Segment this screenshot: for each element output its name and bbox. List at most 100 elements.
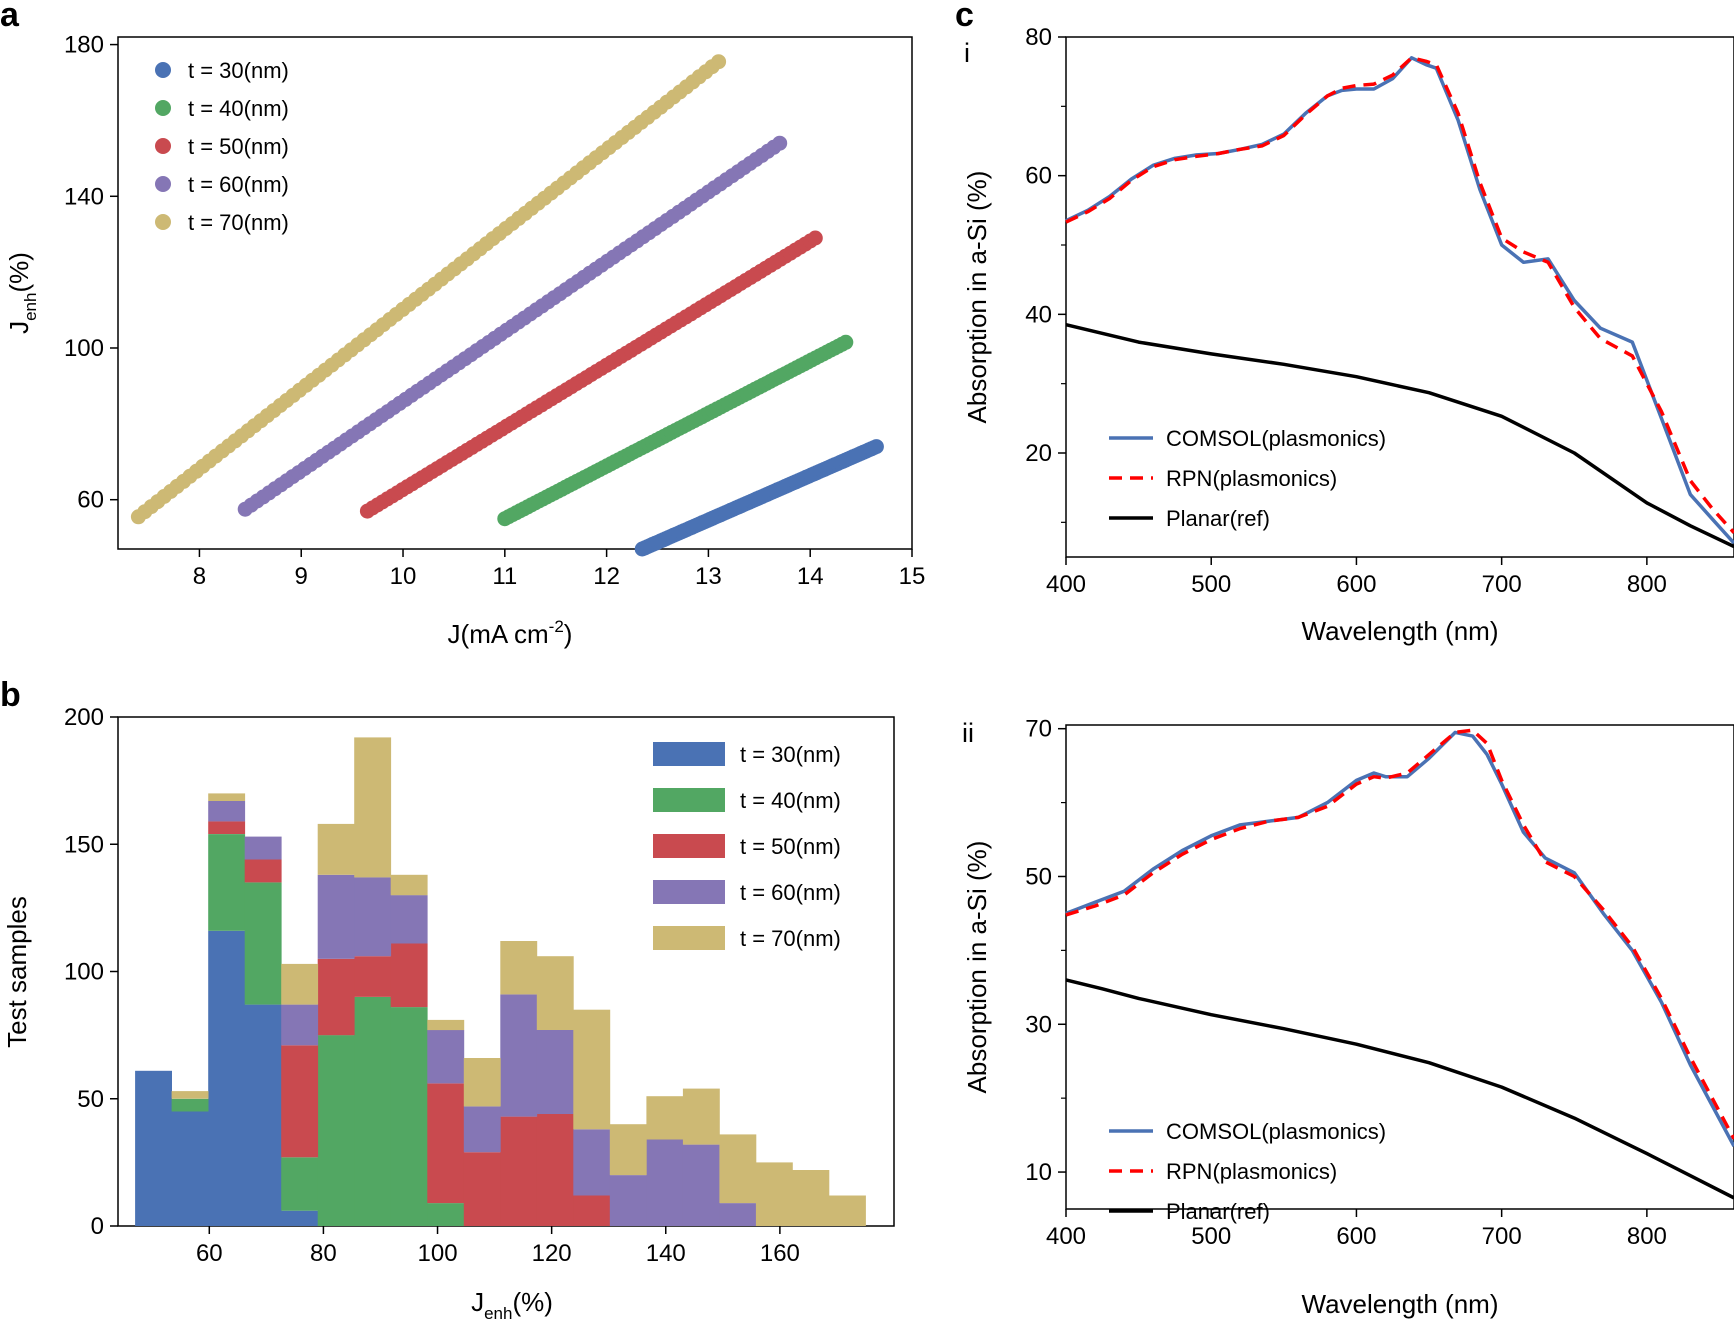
histogram-bar [500,994,538,1117]
scatter-xtick-label: 14 [797,563,824,590]
absorption-i-xtick-label: 800 [1627,571,1667,598]
histogram-series-4 [208,801,757,1226]
histogram-bar [682,1144,720,1226]
scatter-xtick-label: 11 [492,563,517,590]
legend-swatch [653,834,725,858]
absorption-i-frame [1065,36,1734,558]
histogram-bar [208,821,246,834]
histogram-series-1 [135,930,319,1226]
histogram-bar [244,1004,282,1226]
absorption-ii-xtick-label: 400 [1046,1223,1086,1250]
histogram-bar [354,997,392,1226]
scatter-xtick-label: 13 [695,563,722,590]
scatter-series-1 [634,439,884,557]
legend-label: t = 60(nm) [188,172,289,197]
histogram-bar [390,874,428,896]
absorption-ii-ytick-label: 10 [1025,1159,1052,1186]
histogram-bar [208,930,246,1226]
absorption-i-y-axis-label: Absorption in a-Si (%) [962,171,992,424]
legend-label: t = 70(nm) [188,210,289,235]
histogram-bar [536,1030,574,1114]
absorption-ii-ytick-label: 50 [1025,863,1052,890]
scatter-series-3 [359,230,823,519]
scatter-xtick-label: 15 [899,563,926,590]
histogram-bar [719,1134,757,1204]
absorption-ii-x-axis-label: Wavelength (nm) [1302,1289,1499,1319]
histogram-bar [463,1152,501,1226]
absorption-i-ytick-label: 80 [1025,24,1052,51]
panel-label-a: a [0,0,20,34]
scatter-point [711,54,727,70]
absorption-ii-series-3 [1065,978,1734,1200]
histogram-bar [427,1203,465,1226]
histogram-bar [427,1019,465,1031]
histogram-bar [427,1083,465,1204]
histogram-bar [609,1175,647,1226]
scatter-xtick-label: 12 [593,563,620,590]
histogram-bar [682,1088,720,1145]
legend-label: t = 30(nm) [740,742,841,767]
legend-label: t = 60(nm) [740,880,841,905]
absorption-ii-y-axis-label: Absorption in a-Si (%) [962,841,992,1094]
scatter-point [868,439,884,455]
absorption-ii-ytick-label: 30 [1025,1011,1052,1038]
legend-label: t = 40(nm) [188,96,289,121]
histogram-bar [317,958,355,1036]
legend-label: RPN(plasmonics) [1166,466,1337,491]
histogram-bar [135,1070,172,1226]
histogram-bar [281,963,319,1005]
histogram-series-5 [171,737,866,1226]
histogram-ytick-label: 0 [91,1213,104,1240]
histogram-bar [646,1139,684,1226]
panel-label-c-i: i [964,38,970,68]
legend-label: Planar(ref) [1166,1199,1270,1224]
absorption-ii-xtick-label: 800 [1627,1223,1667,1250]
histogram-bar [536,956,574,1030]
histogram-series-3 [208,821,611,1226]
histogram-bar [208,834,246,931]
scatter-y-axis-label: Jenh(%) [4,252,40,334]
absorption-ii-series-1 [1065,730,1734,1148]
absorption-i-x-axis-label: Wavelength (nm) [1302,616,1499,646]
histogram-bar [317,823,355,875]
histogram-bar [609,1124,647,1176]
panel-label-b: b [0,676,21,714]
histogram-x-axis-label: Jenh(%) [471,1287,553,1323]
legend-marker [155,100,171,116]
legend-marker [155,138,171,154]
absorption-i-xtick-label: 500 [1191,571,1231,598]
histogram-bar [390,943,428,1008]
histogram-bar [463,1106,501,1153]
legend-marker [155,62,171,78]
histogram-bar [171,1091,209,1099]
histogram-bar [171,1098,209,1112]
legend-label: COMSOL(plasmonics) [1166,1119,1386,1144]
histogram-bar [792,1170,830,1226]
histogram-xtick-label: 160 [760,1240,800,1267]
absorption-i-ytick-label: 60 [1025,163,1052,190]
histogram-bar [244,836,282,860]
histogram-bar [317,1035,355,1226]
absorption-i-ytick-label: 20 [1025,440,1052,467]
histogram-series-2 [171,834,465,1226]
legend-swatch [653,742,725,766]
legend-label: t = 30(nm) [188,58,289,83]
histogram-bar [390,895,428,944]
scatter-ytick-label: 140 [64,183,104,210]
histogram-bar [354,737,392,878]
legend-label: COMSOL(plasmonics) [1166,426,1386,451]
histogram-ytick-label: 50 [77,1086,104,1113]
histogram-xtick-label: 60 [196,1240,223,1267]
scatter-point [838,334,854,350]
legend-marker [155,214,171,230]
panel-label-c-ii: ii [962,718,974,748]
absorption-i-series-2 [1065,56,1734,534]
absorption-ii-xtick-label: 600 [1336,1223,1376,1250]
histogram-bar [573,1129,611,1196]
scatter-point [772,135,788,151]
absorption-ii-xtick-label: 700 [1482,1223,1522,1250]
histogram-xtick-label: 100 [418,1240,458,1267]
absorption-ii-ytick-label: 70 [1025,716,1052,743]
legend-label: RPN(plasmonics) [1166,1159,1337,1184]
